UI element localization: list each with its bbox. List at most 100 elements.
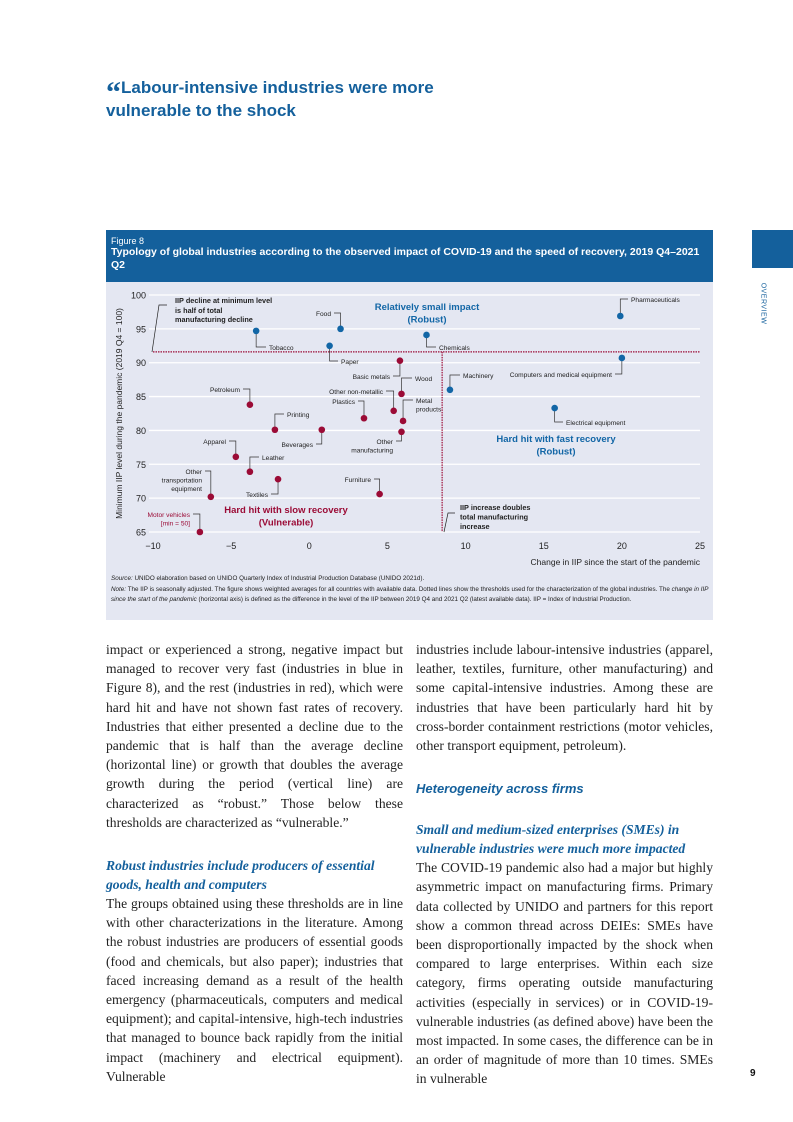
point-label: Metal products	[416, 398, 442, 414]
point-label: Chemicals	[439, 345, 470, 352]
y-tick-label: 85	[136, 392, 146, 402]
point-leader-line	[449, 374, 460, 390]
point-label: Electrical equipment	[566, 420, 626, 427]
x-tick-label: 10	[461, 541, 471, 551]
y-axis-label: Minimum IIP level during the pandemic (2…	[114, 308, 124, 519]
scatter-chart: 65 70 75 80 85 90 95 100 −10 −5 0 5 10 15 20 25 Change i…	[114, 291, 705, 568]
y-tick-label: 70	[136, 494, 146, 504]
x-tick-label: −10	[145, 541, 160, 551]
chapter-tab	[752, 230, 793, 268]
h-threshold-annotation: IIP decline at minimum level is half of …	[175, 296, 273, 324]
subheading: Robust industries include producers of e…	[106, 858, 375, 893]
x-tick-label: −5	[226, 541, 236, 551]
point-leader-line	[386, 390, 395, 411]
data-point-basic-metals	[396, 357, 404, 364]
x-tick-label: 5	[385, 541, 390, 551]
point-leader-line	[426, 334, 436, 348]
point-label: Petroleum	[210, 387, 241, 394]
point-label: Textiles	[246, 492, 269, 499]
figure-title: Typology of global industries according …	[111, 246, 700, 271]
source-text: UNIDO elaboration based on UNIDO Quarter…	[134, 575, 425, 582]
leader-line	[151, 304, 167, 353]
figure-source: Source: UNIDO elaboration based on UNIDO…	[111, 574, 711, 585]
point-leader-line	[393, 360, 401, 377]
quadrant-label-robust-top: Relatively small impact (Robust)	[375, 302, 480, 326]
point-label: Printing	[287, 412, 310, 419]
data-point-machinery	[446, 386, 454, 394]
point-leader-line	[334, 312, 341, 329]
point-leader-line	[249, 456, 259, 472]
x-tick-label: 20	[617, 541, 627, 551]
figure-notes: Source: UNIDO elaboration based on UNIDO…	[111, 574, 711, 606]
page-number: 9	[750, 1068, 756, 1079]
data-point-leather	[246, 468, 254, 476]
point-leader-line	[316, 429, 323, 445]
right-column: industries include labour-intensive indu…	[416, 640, 713, 1089]
data-point-metal-products	[399, 417, 407, 425]
paragraph: The COVID-19 pandemic also had a major b…	[416, 860, 713, 1087]
point-leader-line	[374, 478, 380, 495]
note-italic: change in IIP since the start of the pan…	[111, 585, 709, 604]
point-label: Other non-metallic	[329, 389, 384, 396]
point-leader-line	[329, 345, 338, 362]
y-tick-label: 90	[136, 358, 146, 368]
y-tick-label: 100	[131, 291, 146, 301]
point-label: Computers and medical equipment	[510, 372, 612, 379]
data-point-printing	[271, 426, 279, 434]
paragraph: industries include labour-intensive indu…	[416, 642, 713, 754]
subheading: Small and medium-sized enterprises (SMEs…	[416, 822, 686, 857]
point-label: Basic metals	[353, 374, 391, 381]
quadrant-label-vulnerable: Hard hit with slow recovery (Vulnerable)	[224, 505, 348, 529]
point-label: Apparel	[203, 439, 226, 446]
data-point-plastics	[360, 414, 368, 422]
point-label: Machinery	[463, 373, 494, 380]
y-tick-label: 75	[136, 460, 146, 470]
y-tick-label: 80	[136, 426, 146, 436]
figure-number: Figure 8	[111, 236, 145, 246]
data-point-other-non-metallic	[390, 407, 397, 415]
point-leader-line	[401, 377, 412, 394]
x-axis-label: Change in IIP since the start of the pan…	[531, 557, 701, 567]
note-text-1: The IIP is seasonally adjusted. The figu…	[127, 585, 670, 593]
point-label: Wood	[415, 376, 432, 383]
point-label: Pharmaceuticals	[631, 297, 680, 304]
point-label: Leather	[262, 455, 285, 462]
data-point-beverages	[318, 426, 326, 434]
point-label: Paper	[341, 359, 359, 366]
point-label: Beverages	[281, 442, 313, 449]
data-point-apparel	[232, 453, 240, 461]
point-leader-line	[274, 413, 284, 430]
paragraph: impact or experienced a strong, negative…	[106, 642, 403, 830]
y-tick-label: 95	[136, 324, 146, 334]
point-label: Furniture	[345, 477, 372, 484]
data-point-pharmaceuticals	[616, 312, 624, 320]
figure-note: Note: The IIP is seasonally adjusted. Th…	[111, 585, 711, 606]
chapter-label: OVERVIEW	[759, 282, 767, 325]
figure-header: Figure 8 Typology of global industries a…	[106, 230, 713, 282]
point-label: Tobacco	[269, 345, 294, 352]
data-point-electrical-equipment	[551, 404, 558, 412]
point-leader-line	[358, 400, 365, 419]
point-label: Food	[316, 311, 331, 318]
data-point-other-manufacturing	[398, 428, 405, 436]
x-tick-label: 25	[695, 541, 705, 551]
data-point-paper	[326, 342, 333, 350]
point-label: Plastics	[332, 399, 355, 406]
figure-8: Figure 8 Typology of global industries a…	[106, 230, 713, 620]
point-leader-line	[271, 479, 279, 495]
data-point-textiles	[274, 475, 282, 483]
point-leader-line	[554, 408, 563, 423]
section-headline: “Labour-intensive industries were more v…	[106, 76, 436, 122]
point-leader-line	[402, 399, 413, 421]
left-column: impact or experienced a strong, negative…	[106, 640, 403, 1086]
point-leader-line	[243, 388, 251, 405]
note-label: Note:	[111, 585, 127, 593]
data-point-furniture	[376, 490, 383, 498]
source-label: Source:	[111, 575, 133, 582]
point-label: Other manufacturing	[351, 439, 394, 455]
point-leader-line	[255, 330, 266, 348]
data-point-computers-and-medical-equipment	[618, 354, 626, 362]
v-threshold-annotation: IIP increase doubles total manufacturing i…	[460, 503, 530, 531]
data-point-wood	[398, 390, 405, 398]
x-tick-label: 0	[307, 541, 312, 551]
